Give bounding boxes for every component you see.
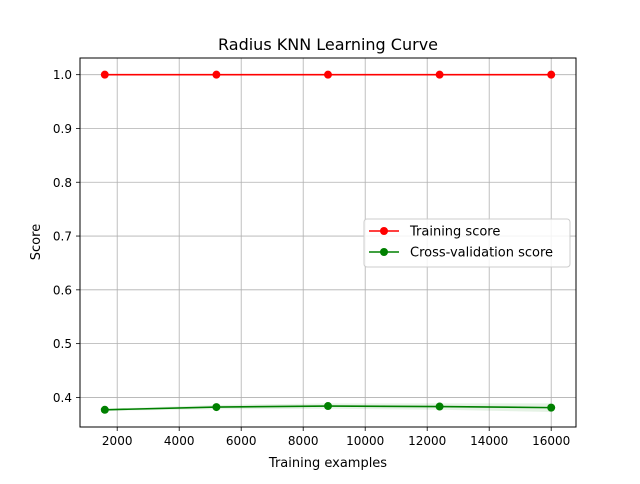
x-axis-ticks: 2000 4000 6000 8000 10000 12000 14000 16000	[102, 427, 570, 448]
cross-validation-score-point	[100, 405, 109, 414]
y-tick-label: 0.4	[53, 391, 72, 405]
x-tick-label: 6000	[226, 434, 257, 448]
y-axis-ticks: 0.4 0.5 0.6 0.7 0.8 0.9 1.0	[53, 68, 80, 405]
x-axis-label: Training examples	[268, 456, 387, 471]
x-tick-label: 16000	[532, 434, 570, 448]
cross-validation-score-point	[212, 403, 221, 412]
y-tick-label: 0.8	[53, 176, 72, 190]
legend-marker-cross-validation	[380, 248, 388, 256]
legend-marker-training	[380, 227, 388, 235]
training-score-point	[212, 70, 221, 79]
series-markers	[100, 70, 556, 414]
x-tick-label: 14000	[470, 434, 508, 448]
legend-label-cross-validation: Cross-validation score	[410, 246, 553, 261]
legend: Training score Cross-validation score	[363, 218, 571, 268]
y-tick-label: 0.5	[53, 337, 72, 351]
training-score-point	[435, 70, 444, 79]
chart-title: Radius KNN Learning Curve	[218, 35, 438, 54]
x-tick-label: 10000	[346, 434, 384, 448]
y-tick-label: 1.0	[53, 68, 72, 82]
x-tick-label: 8000	[288, 434, 319, 448]
legend-label-training: Training score	[409, 225, 500, 240]
plot-frame	[79, 57, 577, 428]
x-tick-label: 4000	[164, 434, 195, 448]
y-axis-label: Score	[29, 224, 44, 260]
training-score-point	[324, 70, 332, 79]
cross-validation-score-point	[435, 402, 444, 411]
x-tick-label: 2000	[102, 434, 133, 448]
y-tick-label: 0.9	[53, 122, 72, 136]
cross-validation-score-point	[324, 402, 332, 411]
cross-validation-score-point	[547, 403, 556, 412]
x-tick-label: 12000	[408, 434, 446, 448]
legend-box	[363, 218, 571, 268]
y-tick-label: 0.7	[53, 230, 72, 244]
training-score-point	[547, 70, 556, 79]
y-tick-label: 0.6	[53, 283, 72, 297]
training-score-point	[100, 70, 109, 79]
